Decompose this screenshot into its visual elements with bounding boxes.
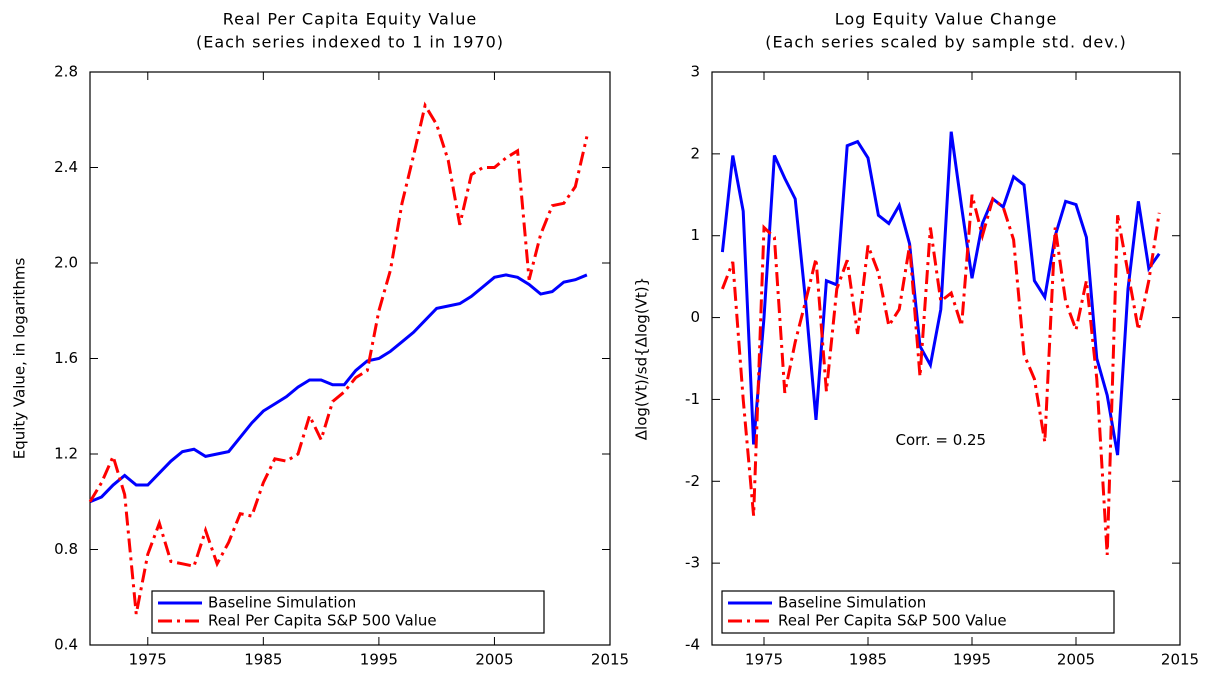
y-tick-label: -3 [685, 554, 700, 572]
y-tick-label: 2.0 [54, 254, 78, 272]
x-tick-label: 1985 [849, 651, 887, 669]
y-tick-label: -1 [685, 390, 700, 408]
x-tick-label: 1975 [129, 651, 167, 669]
x-tick-label: 2015 [1161, 651, 1199, 669]
y-tick-label: 0.8 [54, 540, 78, 558]
y-tick-label: 0.4 [54, 636, 78, 654]
y-tick-label: 2 [690, 144, 700, 162]
y-tick-label: 3 [690, 63, 700, 81]
legend-box [151, 590, 545, 634]
x-tick-label: 2015 [591, 651, 629, 669]
chart-title: Real Per Capita Equity Value [223, 10, 478, 29]
data-line [720, 131, 1161, 456]
y-tick-label: 0 [690, 308, 700, 326]
y-tick-label: 1.2 [54, 445, 78, 463]
y-tick-label: -4 [685, 636, 700, 654]
y-tick-label: 2.4 [54, 158, 78, 176]
plot-frame [89, 71, 611, 646]
data-line [89, 273, 588, 504]
chart-title: Log Equity Value Change [835, 10, 1058, 29]
legend-label: Baseline Simulation [208, 594, 356, 612]
chart-subtitle: (Each series indexed to 1 in 1970) [196, 33, 504, 52]
x-tick-label: 1985 [244, 651, 282, 669]
legend-label: Real Per Capita S&P 500 Value [778, 612, 1007, 630]
legend-box [721, 590, 1115, 634]
data-line [88, 101, 589, 615]
y-tick-label: 1.6 [54, 349, 78, 367]
legend-label: Baseline Simulation [778, 594, 926, 612]
x-tick-label: 1995 [360, 651, 398, 669]
plot-frame [711, 71, 1181, 646]
x-tick-label: 1975 [745, 651, 783, 669]
y-tick-label: 1 [690, 226, 700, 244]
y-tick-label: -2 [685, 472, 700, 490]
annotation: Corr. = 0.25 [895, 431, 986, 449]
x-tick-label: 2005 [475, 651, 513, 669]
y-axis-label: Equity Value, in logarithms [11, 258, 29, 460]
y-axis-label: Δlog(Vt)/sd{Δlog(Vt)} [633, 277, 651, 440]
legend-label: Real Per Capita S&P 500 Value [208, 612, 437, 630]
x-tick-label: 1995 [953, 651, 991, 669]
data-line [721, 194, 1161, 556]
y-tick-label: 2.8 [54, 63, 78, 81]
chart-subtitle: (Each series scaled by sample std. dev.) [765, 33, 1127, 52]
x-tick-label: 2005 [1057, 651, 1095, 669]
